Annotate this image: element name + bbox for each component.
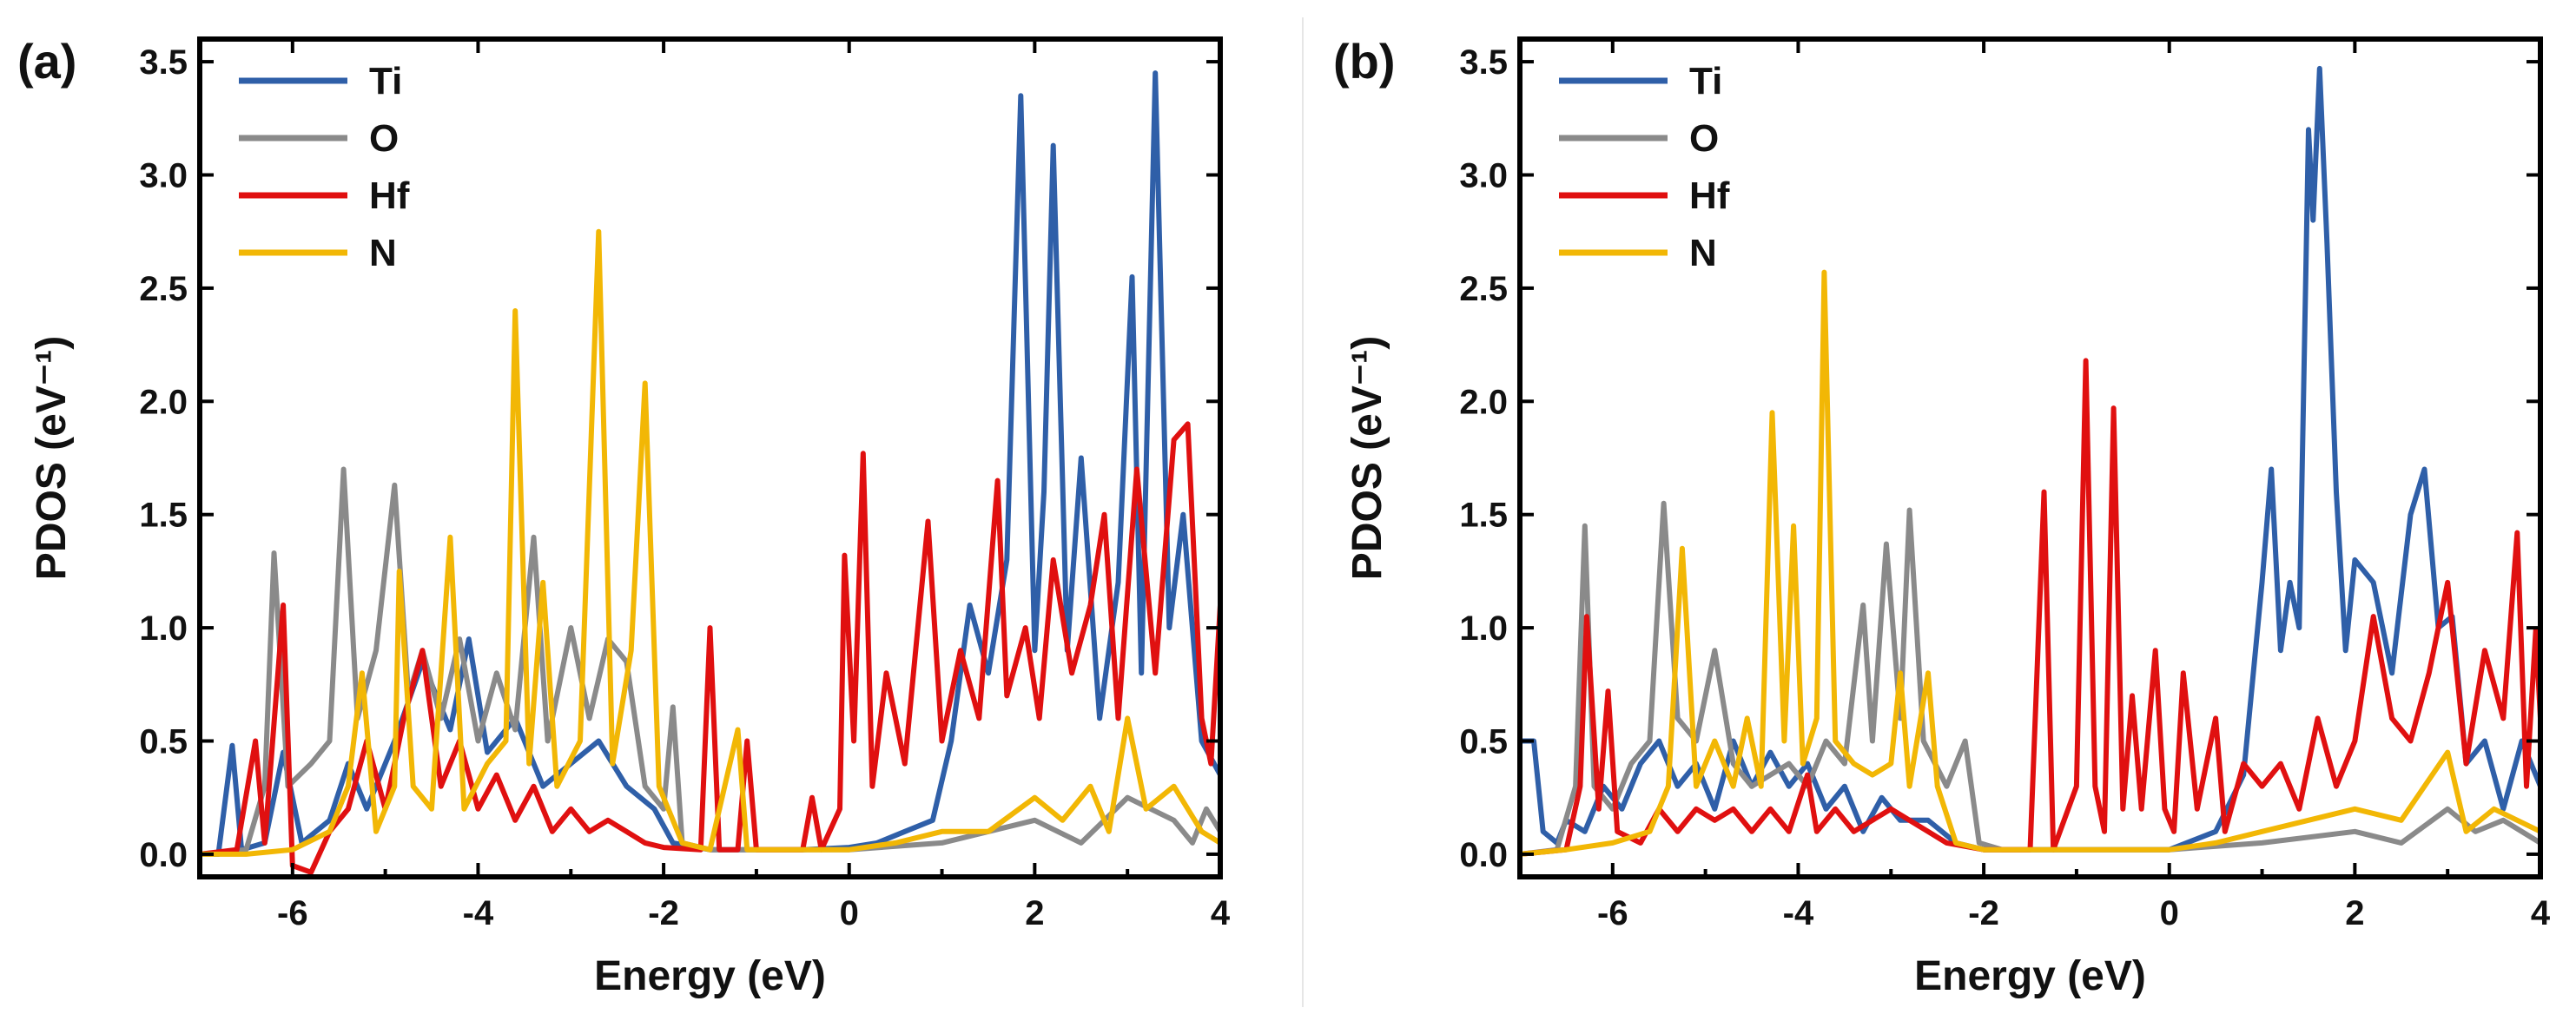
x-tick-label: -2	[1968, 894, 1999, 932]
series-line-o	[200, 466, 1220, 857]
y-tick-label: 0.5	[139, 723, 188, 761]
y-tick-label: 1.0	[139, 609, 188, 648]
y-tick-label: 1.5	[1459, 497, 1508, 535]
x-tick-label: -6	[277, 894, 308, 932]
x-tick-label: -6	[1597, 894, 1628, 932]
y-tick-label: 0.0	[139, 836, 188, 874]
x-axis-title: Energy (eV)	[594, 953, 826, 999]
legend-label-hf: Hf	[1689, 175, 1730, 217]
x-tick-label: 0	[840, 894, 859, 932]
legend-label-o: O	[369, 117, 399, 160]
legend-label-ti: Ti	[369, 60, 402, 102]
legend-label-ti: Ti	[1689, 60, 1722, 102]
plot-frame	[1517, 36, 2543, 879]
series-line-n	[1520, 269, 2540, 857]
series-line-hf	[200, 421, 1220, 875]
x-tick-label: -4	[463, 894, 494, 932]
y-tick-label: 1.0	[1459, 609, 1508, 648]
y-axis-title: PDOS (eV⁻¹)	[1344, 336, 1390, 580]
x-tick-label: 2	[2345, 894, 2364, 932]
y-tick-label: 2.0	[1459, 383, 1508, 421]
panel-a: -6 -4 -2 0 2 4 0.0 0.5 1.0 1.5 2.0 2.5 3.0 3.5 Energy …	[17, 34, 1231, 999]
x-tick-label: -4	[1783, 894, 1814, 932]
y-tick-label: 3.5	[139, 43, 188, 82]
x-tick-label: 2	[1025, 894, 1044, 932]
series-group	[1520, 65, 2540, 857]
y-tick-label: 0.0	[1459, 836, 1508, 874]
y-axis-title: PDOS (eV⁻¹)	[29, 336, 75, 580]
series-group	[200, 70, 1220, 875]
y-tick-label: 0.5	[1459, 723, 1508, 761]
y-tick-label: 2.5	[139, 270, 188, 308]
y-tick-label: 3.0	[1459, 156, 1508, 194]
y-tick-label: 2.5	[1459, 270, 1508, 308]
legend-label-n: N	[369, 232, 397, 274]
series-line-n	[200, 228, 1220, 857]
legend-label-n: N	[1689, 232, 1717, 274]
x-tick-label: 4	[2531, 894, 2551, 932]
panel-label: (b)	[1333, 34, 1396, 89]
legend-label-hf: Hf	[369, 175, 410, 217]
panel-label: (a)	[17, 34, 76, 89]
panel-b: -6 -4 -2 0 2 4 0.0 0.5 1.0 1.5 2.0 2.5 3.0 3.5 Energy …	[1333, 34, 2551, 999]
y-tick-label: 3.5	[1459, 43, 1508, 82]
y-tick-label: 1.5	[139, 497, 188, 535]
y-tick-label: 3.0	[139, 156, 188, 194]
series-line-hf	[1520, 358, 2540, 857]
series-line-o	[1520, 500, 2540, 857]
x-tick-label: 0	[2160, 894, 2179, 932]
y-tick-label: 2.0	[139, 383, 188, 421]
x-tick-label: -2	[648, 894, 679, 932]
plot-frame	[197, 36, 1223, 879]
legend-label-o: O	[1689, 117, 1719, 160]
x-axis-title: Energy (eV)	[1914, 953, 2146, 999]
x-tick-label: 4	[1211, 894, 1231, 932]
